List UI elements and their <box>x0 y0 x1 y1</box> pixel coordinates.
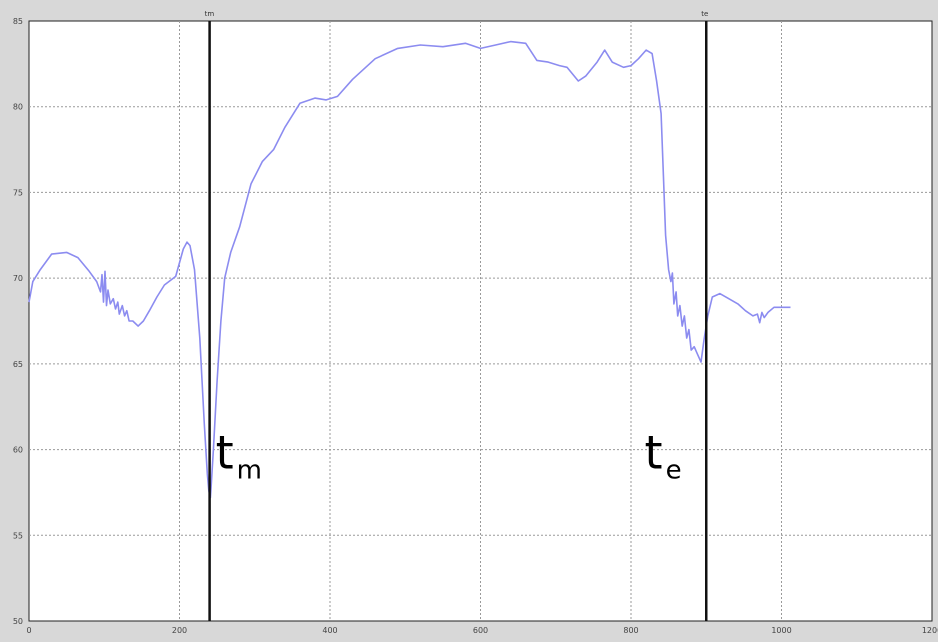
x-tick-label: 600 <box>473 626 488 635</box>
y-tick-label: 60 <box>13 446 23 455</box>
series-layer <box>28 40 791 499</box>
y-tick-label: 85 <box>13 17 23 26</box>
x-tick-label: 1200 <box>922 626 938 635</box>
annotation-subscript: m <box>237 455 262 485</box>
y-tick-label: 65 <box>13 360 23 369</box>
marker-tag-label: tm <box>205 10 215 18</box>
grid <box>29 21 932 621</box>
y-tick-label: 70 <box>13 274 23 283</box>
y-tick-label: 50 <box>13 617 23 626</box>
axis-ticks: 0 200 400 600 800 1000 1200 50 55 60 65 70 75 80 85 <box>13 17 938 635</box>
x-tick-label: 200 <box>172 626 187 635</box>
x-tick-label: 0 <box>26 626 31 635</box>
y-tick-label: 55 <box>13 531 23 540</box>
marker-tag-label: te <box>701 10 708 18</box>
series-line <box>28 40 791 499</box>
x-tick-label: 1000 <box>771 626 791 635</box>
x-tick-label: 800 <box>623 626 638 635</box>
annotation-subscript: e <box>666 455 682 485</box>
x-tick-label: 400 <box>322 626 337 635</box>
y-tick-label: 80 <box>13 103 23 112</box>
vertical-markers: tm te <box>205 10 708 621</box>
y-tick-label: 75 <box>13 188 23 197</box>
